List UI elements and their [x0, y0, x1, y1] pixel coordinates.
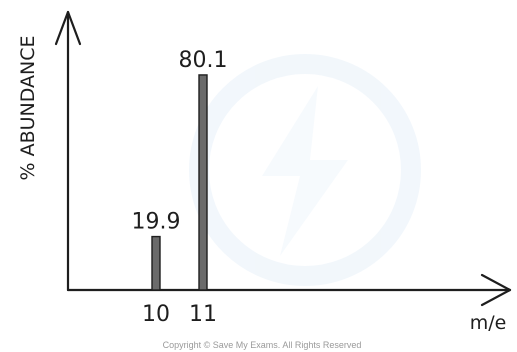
watermark-logo [189, 54, 421, 286]
y-axis [54, 10, 82, 292]
data-label-m10: 19.9 [132, 210, 181, 235]
y-axis-label: % ABUNDANCE [17, 35, 39, 180]
x-axis-label: m/e [470, 312, 507, 334]
bar-m11 [198, 74, 208, 291]
x-tick-label-10: 10 [142, 302, 170, 327]
bar-m10 [151, 235, 161, 291]
x-axis [66, 273, 512, 307]
x-tick-label-11: 11 [189, 302, 217, 327]
copyright-text: Copyright © Save My Exams. All Rights Re… [163, 340, 362, 350]
data-label-m11: 80.1 [179, 48, 228, 73]
